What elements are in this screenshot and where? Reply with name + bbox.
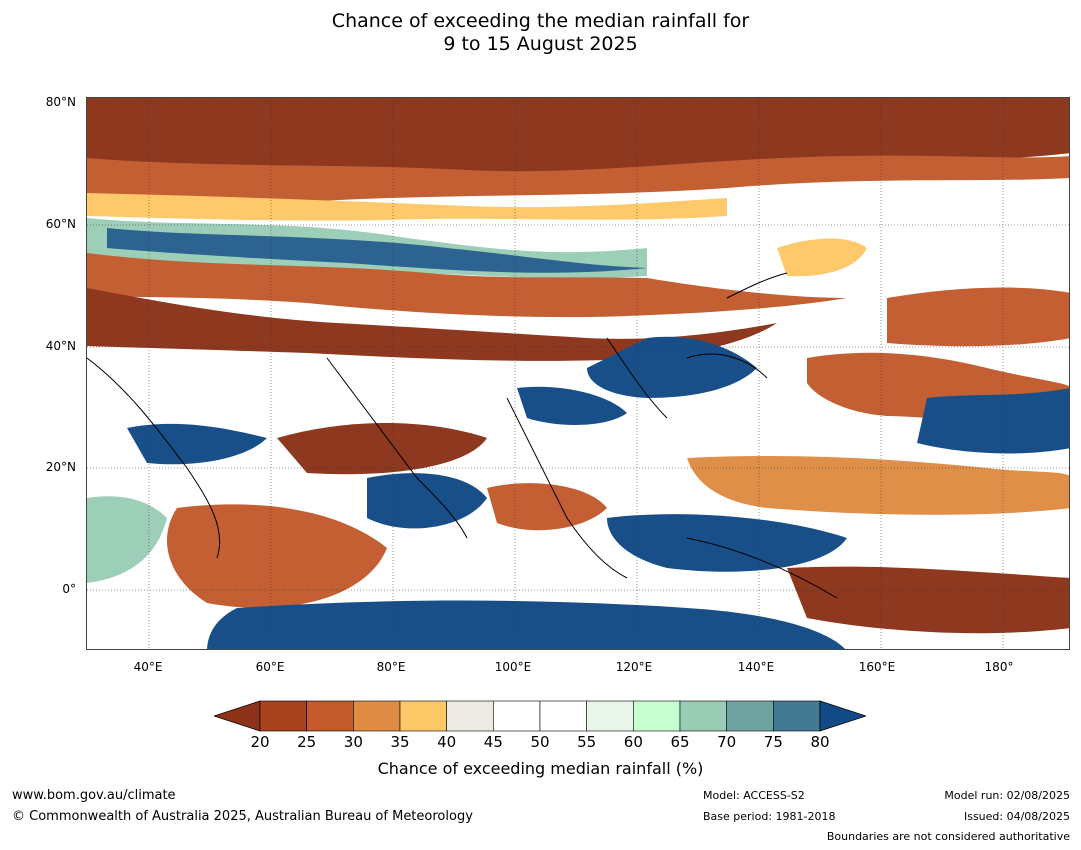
- colorbar-segment: [493, 700, 541, 732]
- colorbar-under-arrow: [214, 700, 261, 732]
- graticule: [87, 98, 1069, 649]
- base-period-text: Base period: 1981-2018: [703, 810, 836, 823]
- colorbar-segment: [446, 700, 494, 732]
- lon-label-160e: 160°E: [858, 660, 896, 674]
- lat-label-20n: 20°N: [45, 460, 76, 474]
- colorbar-segment: [306, 700, 354, 732]
- colorbar-tick-label: 45: [483, 733, 503, 751]
- lat-label-0: 0°: [62, 582, 76, 596]
- colorbar-tick-label: 50: [530, 733, 550, 751]
- colorbar-tick-label: 30: [343, 733, 363, 751]
- lat-label-80n: 80°N: [45, 95, 76, 109]
- issued-text: Issued: 04/08/2025: [963, 810, 1070, 823]
- colorbar-tick-label: 35: [390, 733, 410, 751]
- colorbar-segment: [259, 700, 307, 732]
- colorbar-tick-label: 75: [763, 733, 783, 751]
- website-link[interactable]: www.bom.gov.au/climate: [12, 788, 176, 803]
- copyright-text: © Commonwealth of Australia 2025, Austra…: [12, 809, 473, 824]
- colorbar-segment: [773, 700, 821, 732]
- colorbar-segment: [539, 700, 587, 732]
- colorbar-segment: [586, 700, 634, 732]
- map-title: Chance of exceeding the median rainfall …: [0, 10, 1081, 56]
- colorbar-tick-label: 80: [810, 733, 830, 751]
- lon-label-140e: 140°E: [737, 660, 775, 674]
- rainfall-probability-map[interactable]: [86, 97, 1070, 650]
- lon-label-40e: 40°E: [133, 660, 163, 674]
- model-run-text: Model run: 02/08/2025: [944, 789, 1070, 802]
- colorbar-segment: [353, 700, 401, 732]
- colorbar-segment: [679, 700, 727, 732]
- colorbar-tick-label: 65: [670, 733, 690, 751]
- colorbar-over-arrow: [819, 700, 866, 732]
- lon-label-120e: 120°E: [615, 660, 653, 674]
- title-line-2: 9 to 15 August 2025: [443, 33, 638, 55]
- colorbar-tick-label: 40: [437, 733, 457, 751]
- colorbar-tick-label: 55: [577, 733, 597, 751]
- lon-label-100e: 100°E: [494, 660, 532, 674]
- lat-label-60n: 60°N: [45, 217, 76, 231]
- lon-label-60e: 60°E: [255, 660, 285, 674]
- title-line-1: Chance of exceeding the median rainfall …: [331, 10, 750, 32]
- colorbar-tick-label: 70: [717, 733, 737, 751]
- colorbar-title: Chance of exceeding median rainfall (%): [377, 759, 704, 778]
- colorbar-segment: [399, 700, 447, 732]
- colorbar-tick-label: 25: [297, 733, 317, 751]
- colorbar-segment: [633, 700, 681, 732]
- colorbar-tick-label: 20: [250, 733, 270, 751]
- colorbar: [214, 700, 866, 732]
- lat-label-40n: 40°N: [45, 339, 76, 353]
- boundaries-note: Boundaries are not considered authoritat…: [826, 830, 1070, 843]
- lon-label-80e: 80°E: [376, 660, 406, 674]
- rainfall-fields: [87, 98, 1069, 649]
- colorbar-tick-label: 60: [623, 733, 643, 751]
- lon-label-180: 180°: [984, 660, 1014, 674]
- map-canvas: [87, 98, 1069, 649]
- model-text: Model: ACCESS-S2: [703, 789, 805, 802]
- colorbar-segment: [726, 700, 774, 732]
